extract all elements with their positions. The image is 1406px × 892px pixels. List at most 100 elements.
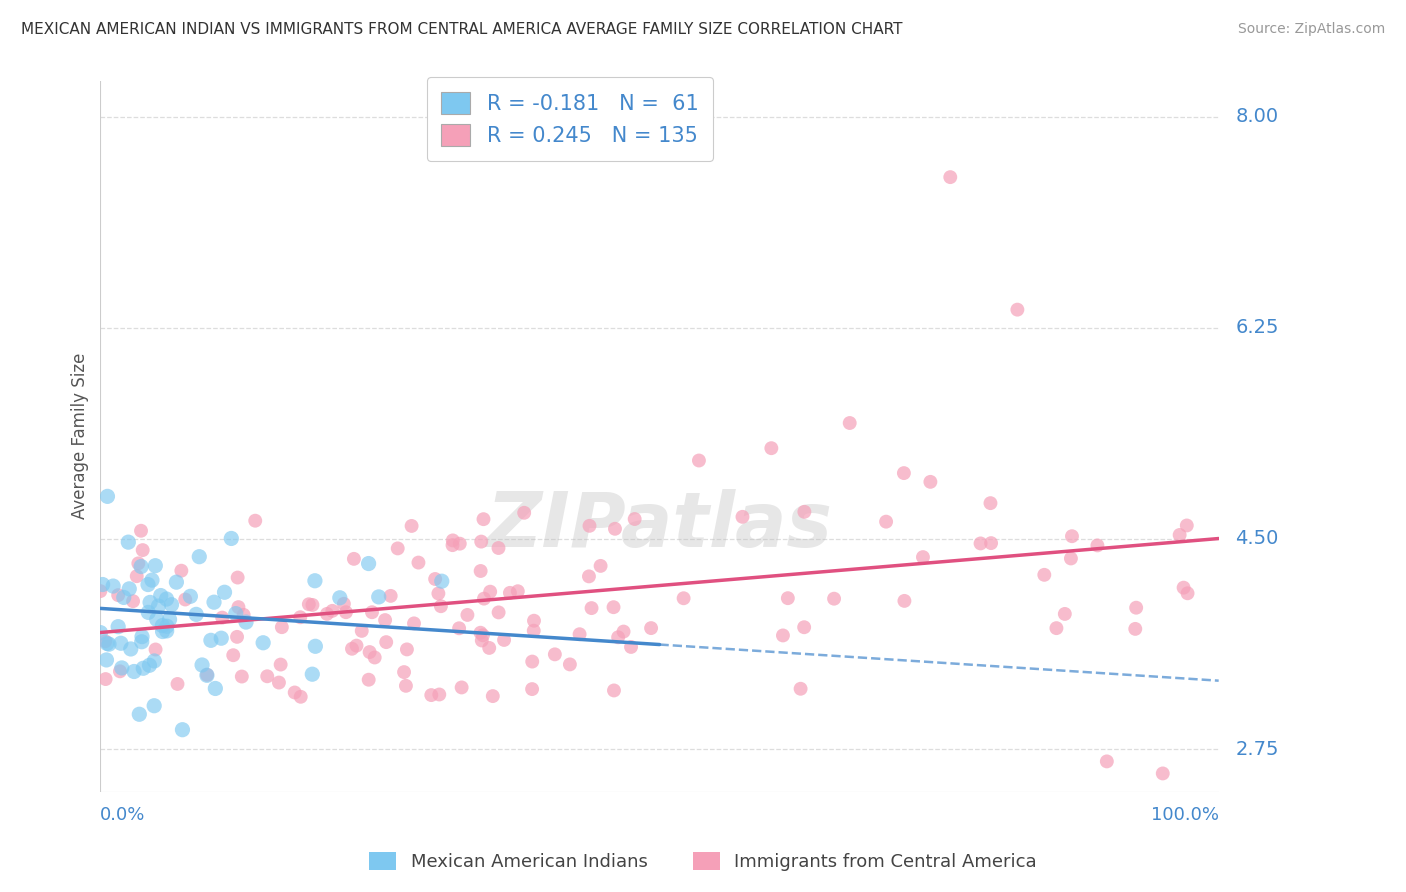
Point: [267, 675, 290, 690]
Point: [523, 614, 546, 628]
Point: [304, 574, 326, 588]
Point: [252, 636, 274, 650]
Point: [333, 597, 356, 611]
Point: [316, 607, 339, 621]
Point: [139, 595, 162, 609]
Point: [122, 665, 145, 679]
Point: [350, 624, 373, 638]
Point: [149, 589, 172, 603]
Point: [231, 669, 253, 683]
Point: [471, 628, 494, 642]
Point: [472, 591, 495, 606]
Point: [108, 665, 131, 679]
Point: [761, 441, 783, 455]
Point: [290, 610, 312, 624]
Point: [186, 607, 208, 622]
Point: [427, 586, 450, 600]
Point: [143, 558, 166, 573]
Point: [789, 681, 811, 696]
Point: [96, 489, 118, 503]
Point: [174, 592, 197, 607]
Point: [401, 519, 423, 533]
Point: [290, 690, 312, 704]
Point: [209, 631, 232, 645]
Point: [603, 683, 626, 698]
Point: [430, 599, 453, 614]
Point: [361, 605, 384, 619]
Point: [335, 605, 357, 619]
Point: [481, 689, 503, 703]
Point: [195, 667, 218, 681]
Point: [1177, 586, 1199, 600]
Point: [367, 590, 389, 604]
Point: [731, 509, 754, 524]
Point: [202, 595, 225, 609]
Point: [270, 620, 292, 634]
Point: [395, 642, 418, 657]
Point: [107, 588, 129, 602]
Point: [875, 515, 897, 529]
Point: [148, 599, 170, 613]
Point: [127, 557, 149, 571]
Point: [132, 661, 155, 675]
Point: [321, 604, 343, 618]
Point: [479, 584, 502, 599]
Point: [226, 570, 249, 584]
Y-axis label: Average Family Size: Average Family Size: [72, 353, 89, 519]
Text: ZIPatlas: ZIPatlas: [486, 490, 832, 564]
Point: [122, 594, 145, 608]
Point: [838, 416, 860, 430]
Text: 6.25: 6.25: [1236, 318, 1279, 337]
Point: [939, 170, 962, 185]
Point: [226, 630, 249, 644]
Point: [232, 607, 254, 622]
Point: [423, 572, 446, 586]
Point: [1087, 538, 1109, 552]
Point: [152, 624, 174, 639]
Point: [578, 569, 600, 583]
Point: [607, 630, 630, 644]
Point: [128, 707, 150, 722]
Point: [1060, 551, 1083, 566]
Point: [494, 632, 516, 647]
Point: [195, 668, 218, 682]
Point: [979, 496, 1001, 510]
Point: [270, 657, 292, 672]
Point: [1173, 581, 1195, 595]
Text: Source: ZipAtlas.com: Source: ZipAtlas.com: [1237, 22, 1385, 37]
Point: [1095, 755, 1118, 769]
Point: [1045, 621, 1067, 635]
Point: [1168, 528, 1191, 542]
Point: [129, 524, 152, 538]
Point: [544, 648, 567, 662]
Point: [301, 667, 323, 681]
Point: [94, 634, 117, 648]
Point: [420, 688, 443, 702]
Point: [408, 556, 430, 570]
Point: [179, 590, 201, 604]
Point: [623, 512, 645, 526]
Point: [427, 688, 450, 702]
Point: [776, 591, 799, 606]
Point: [284, 685, 307, 699]
Point: [620, 640, 643, 654]
Point: [456, 607, 478, 622]
Point: [568, 627, 591, 641]
Point: [146, 612, 169, 626]
Point: [499, 586, 522, 600]
Point: [471, 633, 494, 648]
Point: [150, 618, 173, 632]
Legend: R = -0.181   N =  61, R = 0.245   N = 135: R = -0.181 N = 61, R = 0.245 N = 135: [426, 77, 713, 161]
Point: [225, 607, 247, 621]
Point: [165, 575, 187, 590]
Point: [357, 673, 380, 687]
Point: [392, 665, 415, 679]
Point: [156, 619, 179, 633]
Point: [470, 625, 492, 640]
Point: [772, 628, 794, 642]
Point: [363, 650, 385, 665]
Point: [1053, 607, 1076, 621]
Point: [1007, 302, 1029, 317]
Point: [245, 514, 267, 528]
Point: [141, 573, 163, 587]
